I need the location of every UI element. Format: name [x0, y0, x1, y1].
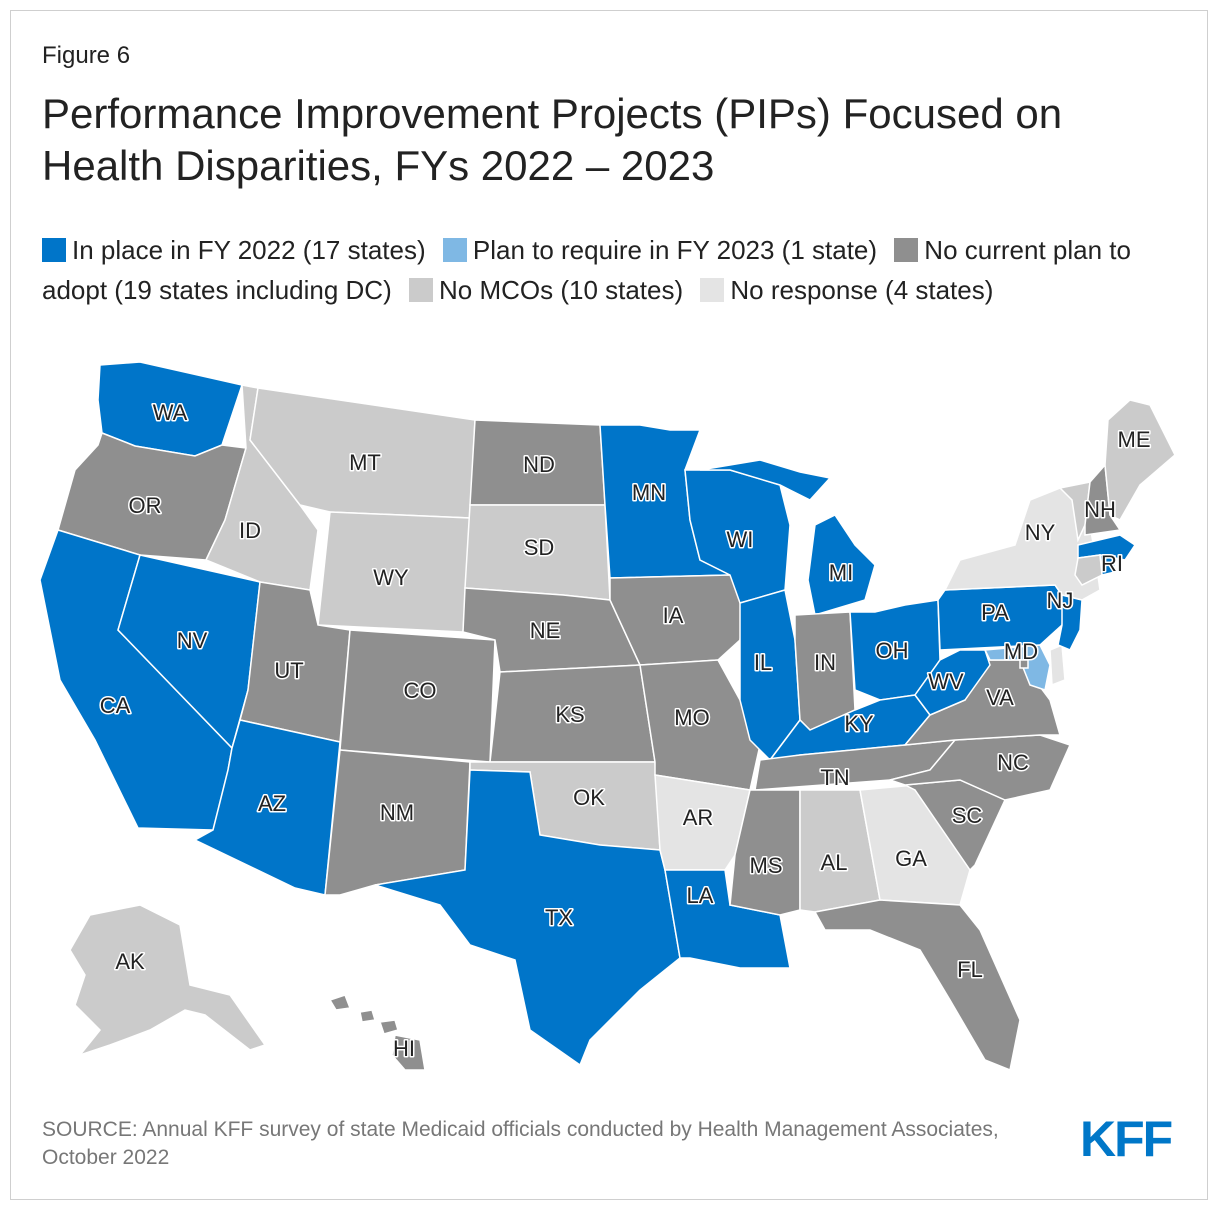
legend-item-plan: Plan to require in FY 2023 (1 state) [442, 235, 878, 265]
state-label-NY: NY [1025, 520, 1056, 545]
state-DE [1049, 643, 1066, 687]
state-label-VA: VA [986, 685, 1014, 710]
legend-item-in-place: In place in FY 2022 (17 states) [42, 235, 426, 265]
state-label-MS: MS [750, 853, 783, 878]
state-label-IL: IL [754, 650, 772, 675]
legend-swatch [700, 278, 725, 302]
source-note: SOURCE: Annual KFF survey of state Medic… [42, 1118, 999, 1169]
state-TX [374, 769, 681, 1067]
state-AK [69, 904, 267, 1057]
state-label-FL: FL [957, 957, 983, 982]
state-FL [813, 899, 1021, 1072]
state-label-MO: MO [674, 705, 709, 730]
state-label-AR: AR [683, 805, 714, 830]
figure-label: Figure 6 [42, 42, 131, 69]
state-label-ID: ID [239, 518, 261, 543]
state-label-HI: HI [393, 1036, 415, 1061]
state-VT [1058, 481, 1091, 543]
state-MO [639, 659, 761, 791]
legend-label: No response (4 states) [730, 275, 994, 305]
state-label-PA: PA [981, 600, 1009, 625]
state-label-KS: KS [555, 702, 584, 727]
state-label-MT: MT [349, 450, 381, 475]
state-label-WV: WV [928, 669, 964, 694]
state-label-OH: OH [876, 638, 909, 663]
state-label-UT: UT [274, 658, 303, 683]
state-label-MN: MN [632, 480, 666, 505]
legend-swatch [408, 278, 433, 302]
state-label-WY: WY [373, 565, 409, 590]
state-WV [914, 649, 991, 716]
state-label-RI: RI [1101, 551, 1123, 576]
state-label-LA: LA [687, 883, 714, 908]
state-label-TN: TN [820, 765, 849, 790]
state-label-OR: OR [129, 493, 162, 518]
state-label-SD: SD [524, 535, 555, 560]
state-label-MD: MD [1004, 639, 1038, 664]
legend-label: No MCOs (10 states) [438, 275, 684, 305]
state-label-NE: NE [530, 618, 561, 643]
state-label-NJ: NJ [1047, 588, 1074, 613]
state-label-AL: AL [821, 850, 848, 875]
state-label-OK: OK [573, 785, 605, 810]
state-label-NH: NH [1084, 497, 1116, 522]
legend: In place in FY 2022 (17 states) Plan to … [42, 230, 1162, 310]
legend-swatch [894, 238, 919, 262]
legend-item-no-plan: No current plan to adopt (19 states incl… [42, 235, 1131, 305]
kff-logo: KFF [1080, 1111, 1173, 1167]
legend-item-no-response: No response (4 states) [700, 275, 993, 305]
state-label-ND: ND [523, 452, 555, 477]
state-label-NV: NV [177, 628, 208, 653]
state-label-WI: WI [727, 527, 754, 552]
state-label-WA: WA [153, 400, 188, 425]
state-label-AZ: AZ [258, 791, 286, 816]
state-label-MI: MI [829, 560, 853, 585]
legend-label: Plan to require in FY 2023 (1 state) [472, 235, 878, 265]
state-label-GA: GA [895, 846, 927, 871]
legend-swatch [442, 238, 467, 262]
state-label-IN: IN [814, 650, 836, 675]
state-label-TX: TX [545, 905, 573, 930]
state-DC [1019, 659, 1029, 669]
state-MD [983, 644, 1051, 691]
figure-title: Performance Improvement Projects (PIPs) … [42, 90, 1063, 189]
state-label-NC: NC [997, 750, 1029, 775]
state-label-NM: NM [380, 800, 414, 825]
legend-label: No current plan to adopt (19 states incl… [42, 235, 1131, 305]
state-label-CO: CO [404, 678, 437, 703]
state-ME [1104, 399, 1176, 521]
state-label-IA: IA [663, 603, 684, 628]
legend-swatch [42, 238, 66, 262]
state-HI [328, 994, 426, 1071]
state-MI [699, 459, 876, 616]
state-label-SC: SC [952, 803, 983, 828]
state-CT [1074, 554, 1103, 586]
state-label-ME: ME [1118, 427, 1151, 452]
state-label-CA: CA [100, 693, 131, 718]
state-label-KY: KY [844, 711, 874, 736]
state-NC [887, 734, 1072, 801]
us-map: WA OR CA NV ID MT WY UT AZ CO NM ND SD N… [39, 361, 1176, 1072]
state-label-AK: AK [115, 949, 145, 974]
legend-label: In place in FY 2022 (17 states) [72, 235, 426, 265]
legend-item-no-mco: No MCOs (10 states) [408, 275, 684, 305]
state-LA [664, 869, 791, 969]
